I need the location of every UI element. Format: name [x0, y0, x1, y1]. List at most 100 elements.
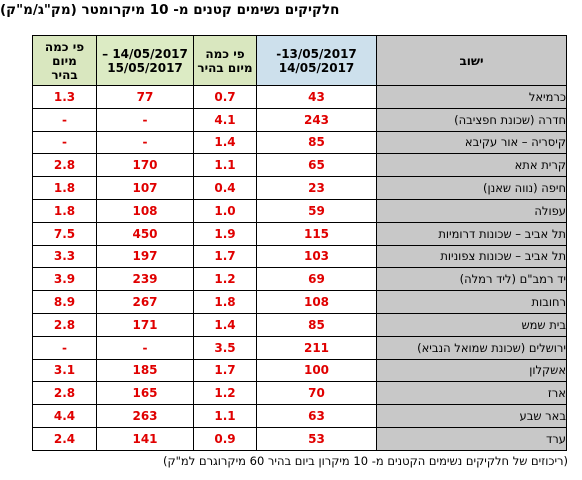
- times-period1-cell: 1.9: [193, 221, 257, 246]
- value-period2-cell: 185: [96, 358, 194, 383]
- header-times1: פי כמה מיום בהיר: [193, 35, 257, 86]
- value-period1-cell: 100: [256, 358, 377, 383]
- city-cell: ארז: [376, 381, 567, 406]
- value-period2-cell: -: [96, 107, 194, 132]
- header-times2: פי כמה מיום בהיר: [32, 35, 97, 86]
- times-period2-cell: -: [32, 335, 97, 360]
- table-header-row: ישוב 13/05/2017- 14/05/2017 פי כמה מיום …: [32, 35, 567, 86]
- page-title: חלקיקים נשימים קטנים מ- 10 מיקרומטר (מק"…: [0, 2, 340, 18]
- city-cell: רחובות: [376, 290, 567, 314]
- value-period2-cell: 108: [96, 198, 194, 223]
- value-period1-cell: 65: [256, 153, 377, 178]
- table-row: תל אביב – שכונות דרומיות 115 1.9 450 7.5: [32, 221, 567, 246]
- times-period2-cell: 2.8: [32, 312, 97, 337]
- times-period1-cell: 1.1: [193, 153, 257, 178]
- city-cell: יד רמב"ם (ליד רמלה): [376, 267, 567, 292]
- times-period1-cell: 0.4: [193, 176, 257, 200]
- times-period2-cell: 3.3: [32, 244, 97, 269]
- value-period1-cell: 103: [256, 244, 377, 269]
- value-period2-cell: 77: [96, 85, 194, 109]
- times-period2-cell: 2.8: [32, 381, 97, 406]
- header-period1: 13/05/2017- 14/05/2017: [256, 35, 377, 86]
- city-cell: תל אביב – שכונות דרומיות: [376, 221, 567, 246]
- table-row: ירושלים (שכונת שמואל הנביא) 211 3.5- -: [32, 335, 567, 360]
- city-cell: ירושלים (שכונת שמואל הנביא): [376, 335, 567, 360]
- times-period1-cell: 4.1: [193, 107, 257, 132]
- table-row: כרמיאל 43 0.7 77 1.3: [32, 85, 567, 109]
- times-period1-cell: 1.2: [193, 381, 257, 406]
- value-period2-cell: 263: [96, 404, 194, 428]
- times-period2-cell: 7.5: [32, 221, 97, 246]
- times-period1-cell: 1.1: [193, 404, 257, 428]
- table-row: אשקלון 100 1.7 185 3.1: [32, 358, 567, 383]
- header-city: ישוב: [376, 35, 567, 86]
- times-period2-cell: 2.8: [32, 153, 97, 178]
- table-row: קיסריה – אור עקיבא 85 1.4- -: [32, 130, 567, 155]
- city-cell: קרית אתא: [376, 153, 567, 178]
- times-period2-cell: 1.8: [32, 198, 97, 223]
- value-period2-cell: 197: [96, 244, 194, 269]
- value-period1-cell: 53: [256, 426, 377, 451]
- value-period1-cell: 243: [256, 107, 377, 132]
- times-period1-cell: 0.7: [193, 85, 257, 109]
- value-period1-cell: 85: [256, 130, 377, 155]
- times-period1-cell: 1.4: [193, 312, 257, 337]
- city-cell: בית שמש: [376, 312, 567, 337]
- city-cell: חיפה (נווה שאנן): [376, 176, 567, 200]
- value-period1-cell: 43: [256, 85, 377, 109]
- value-period2-cell: -: [96, 335, 194, 360]
- value-period1-cell: 211: [256, 335, 377, 360]
- table-row: רחובות 108 1.8 267 8.9: [32, 290, 567, 314]
- times-period2-cell: -: [32, 130, 97, 155]
- city-cell: ערד: [376, 426, 567, 451]
- times-period2-cell: 8.9: [32, 290, 97, 314]
- table-row: יד רמב"ם (ליד רמלה) 69 1.2 239 3.9: [32, 267, 567, 292]
- value-period1-cell: 115: [256, 221, 377, 246]
- times-period2-cell: 3.1: [32, 358, 97, 383]
- city-cell: אשקלון: [376, 358, 567, 383]
- times-period2-cell: 3.9: [32, 267, 97, 292]
- times-period1-cell: 1.2: [193, 267, 257, 292]
- value-period1-cell: 59: [256, 198, 377, 223]
- value-period1-cell: 69: [256, 267, 377, 292]
- times-period2-cell: -: [32, 107, 97, 132]
- value-period1-cell: 63: [256, 404, 377, 428]
- times-period2-cell: 4.4: [32, 404, 97, 428]
- table-row: באר שבע 63 1.1 263 4.4: [32, 404, 567, 428]
- city-cell: באר שבע: [376, 404, 567, 428]
- times-period1-cell: 3.5: [193, 335, 257, 360]
- pm10-table: ישוב 13/05/2017- 14/05/2017 פי כמה מיום …: [32, 35, 567, 451]
- value-period2-cell: 141: [96, 426, 194, 451]
- table-row: קרית אתא 65 1.1 170 2.8: [32, 153, 567, 178]
- table-row: תל אביב – שכונות צפוניות 103 1.7 197 3.3: [32, 244, 567, 269]
- city-cell: חדרה (שכונת חפציבה): [376, 107, 567, 132]
- value-period2-cell: 170: [96, 153, 194, 178]
- times-period1-cell: 0.9: [193, 426, 257, 451]
- times-period1-cell: 1.0: [193, 198, 257, 223]
- city-cell: כרמיאל: [376, 85, 567, 109]
- value-period1-cell: 70: [256, 381, 377, 406]
- city-cell: קיסריה – אור עקיבא: [376, 130, 567, 155]
- table-row: בית שמש 85 1.4 171 2.8: [32, 312, 567, 337]
- value-period1-cell: 85: [256, 312, 377, 337]
- value-period2-cell: 239: [96, 267, 194, 292]
- table-row: ארז 70 1.2 165 2.8: [32, 381, 567, 406]
- value-period2-cell: -: [96, 130, 194, 155]
- header-period2: 14/05/2017 – 15/05/2017: [96, 35, 194, 86]
- times-period1-cell: 1.7: [193, 358, 257, 383]
- value-period2-cell: 165: [96, 381, 194, 406]
- table-row: חדרה (שכונת חפציבה) 243 4.1- -: [32, 107, 567, 132]
- table-row: ערד 53 0.9 141 2.4: [32, 426, 567, 451]
- times-period2-cell: 1.8: [32, 176, 97, 200]
- value-period2-cell: 171: [96, 312, 194, 337]
- value-period1-cell: 23: [256, 176, 377, 200]
- city-cell: עפולה: [376, 198, 567, 223]
- value-period2-cell: 107: [96, 176, 194, 200]
- value-period1-cell: 108: [256, 290, 377, 314]
- table-row: עפולה 59 1.0 108 1.8: [32, 198, 567, 223]
- times-period2-cell: 2.4: [32, 426, 97, 451]
- footer-note: (ריכוזים של חלקיקים נשימים הקטנים מ- 10 …: [163, 454, 568, 468]
- value-period2-cell: 450: [96, 221, 194, 246]
- value-period2-cell: 267: [96, 290, 194, 314]
- times-period1-cell: 1.8: [193, 290, 257, 314]
